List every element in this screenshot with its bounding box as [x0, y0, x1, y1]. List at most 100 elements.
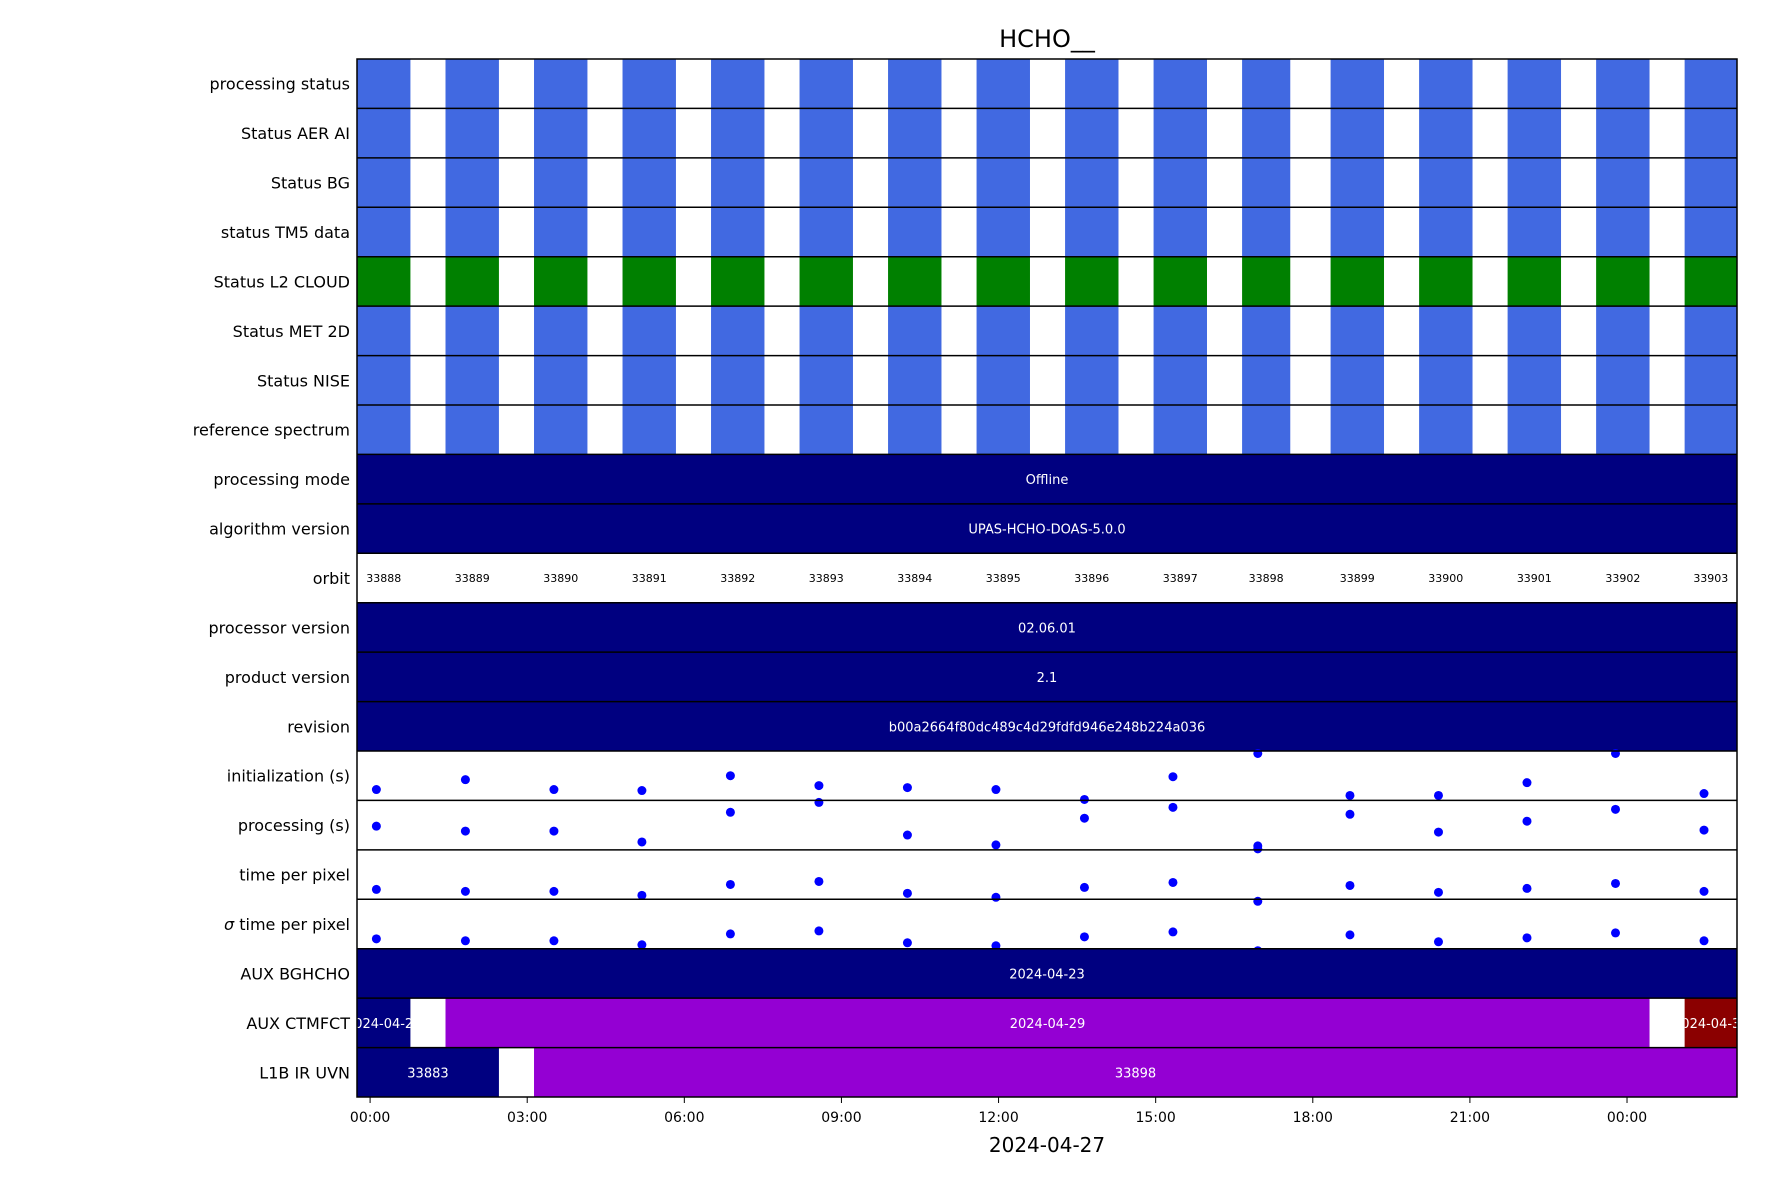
status-bar: [1684, 355, 1737, 405]
status-bar: [1419, 355, 1473, 405]
status-bar: [888, 405, 942, 455]
x-axis-ticks: 00:00 03:00 06:00 09:00 12:00 15:00 18:00 21:00…: [350, 1097, 1647, 1126]
scatter-point: [1433, 887, 1443, 897]
x-tick-label: 00:00: [350, 1110, 390, 1126]
row-label: initialization (s): [227, 767, 350, 786]
scatter-point: [1079, 932, 1089, 942]
row-label-prefix: σ: [224, 915, 239, 934]
status-bar: [357, 306, 411, 356]
band-segment: [357, 701, 1737, 751]
status-bar: [1153, 59, 1207, 109]
status-bar: [357, 157, 411, 208]
status-bar: [711, 207, 765, 257]
scatter-point: [725, 879, 735, 889]
scatter-point: [637, 940, 647, 950]
status-bar: [799, 405, 853, 455]
row-label: status TM5 data: [221, 223, 350, 242]
status-bar: [888, 59, 942, 109]
x-tick-label: 18:00: [1293, 1110, 1333, 1126]
scatter-point: [549, 936, 559, 946]
status-bar: [1507, 256, 1562, 307]
status-bar: [1419, 108, 1473, 158]
scatter-point: [1168, 877, 1178, 887]
scatter-point: [902, 938, 912, 948]
status-bar: [1419, 405, 1473, 455]
status-bar: [1684, 108, 1737, 158]
status-bar: [534, 108, 588, 158]
row-0: [357, 59, 1737, 109]
status-bar: [534, 306, 588, 356]
orbit-label: 33899: [1340, 572, 1375, 585]
row-4: [357, 255, 1737, 307]
status-bar: [357, 59, 411, 109]
scatter-point: [991, 785, 1001, 795]
scatter-point: [1168, 802, 1178, 812]
status-bar: [1065, 59, 1119, 109]
status-bar: [1507, 59, 1562, 109]
status-bar: [1242, 207, 1291, 257]
status-bar: [888, 207, 942, 257]
orbit-label: 33895: [986, 572, 1021, 585]
band-label: 2024-04-29: [1010, 1017, 1086, 1032]
orbit-label: 33888: [366, 572, 401, 585]
row-label: AUX BGHCHO: [240, 964, 350, 983]
status-bar: [799, 108, 853, 158]
row-label: processing status: [210, 75, 350, 94]
status-bar: [976, 157, 1030, 208]
status-bar: [1153, 405, 1207, 455]
orbit-label: 33894: [897, 572, 932, 585]
band-label: 33898: [1115, 1066, 1156, 1081]
status-bar: [1507, 306, 1562, 356]
status-bar: [1596, 157, 1650, 208]
scatter-point: [1699, 789, 1709, 799]
orbit-label: 33901: [1517, 572, 1552, 585]
status-bar: [1242, 108, 1291, 158]
scatter-point: [460, 775, 470, 785]
scatter-point: [460, 886, 470, 896]
band-segment: [357, 602, 1737, 653]
row-label: algorithm version: [209, 520, 350, 539]
status-bar: [1596, 256, 1650, 307]
status-bar: [1419, 306, 1473, 356]
status-bar: [1684, 157, 1737, 208]
status-bar: [1596, 405, 1650, 455]
scatter-point: [1699, 936, 1709, 946]
status-bar: [1330, 256, 1385, 307]
status-bar: [1684, 405, 1737, 455]
row-18: 2024-04-23: [357, 947, 1737, 999]
row-10: 33888 33889 33890 33891 33892 33893 33894 33895…: [357, 552, 1737, 585]
row-label: AUX CTMFCT: [246, 1014, 350, 1033]
scatter-point: [1345, 809, 1355, 819]
status-bar: [534, 256, 588, 307]
status-bar: [1330, 306, 1385, 356]
status-bar: [711, 59, 765, 109]
status-bar: [799, 256, 853, 307]
row-15: [357, 797, 1737, 854]
status-bar: [357, 405, 411, 455]
status-bar: [1330, 157, 1385, 208]
status-bar: [445, 59, 499, 109]
status-bar: [1596, 59, 1650, 109]
status-bar: [622, 355, 676, 405]
row-20: 33883 33898: [357, 1046, 1737, 1097]
status-bar: [1596, 355, 1650, 405]
x-tick-label: 06:00: [664, 1110, 704, 1126]
row-8: Offline: [357, 453, 1737, 504]
row-label: product version: [225, 668, 350, 687]
row-label: processing (s): [238, 816, 350, 835]
status-bar: [888, 355, 942, 405]
band-label: 2.1: [1037, 671, 1058, 686]
status-bar: [445, 157, 499, 208]
status-bar: [711, 355, 765, 405]
x-tick-label: 03:00: [507, 1110, 547, 1126]
band-label: UPAS-HCHO-DOAS-5.0.0: [968, 523, 1125, 538]
status-bar: [976, 405, 1030, 455]
x-tick-label: 12:00: [978, 1110, 1018, 1126]
status-bar: [1330, 355, 1385, 405]
scatter-point: [902, 830, 912, 840]
orbit-label: 33889: [455, 572, 490, 585]
scatter-point: [460, 826, 470, 836]
row-label: Status AER AI: [241, 124, 350, 143]
row-2: [357, 157, 1737, 208]
scatter-point: [1168, 927, 1178, 937]
